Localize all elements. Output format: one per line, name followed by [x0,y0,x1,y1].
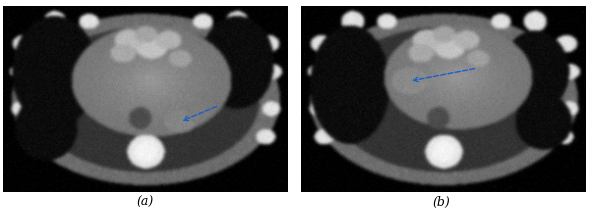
Text: (b): (b) [432,196,450,209]
Text: (a): (a) [136,196,154,209]
